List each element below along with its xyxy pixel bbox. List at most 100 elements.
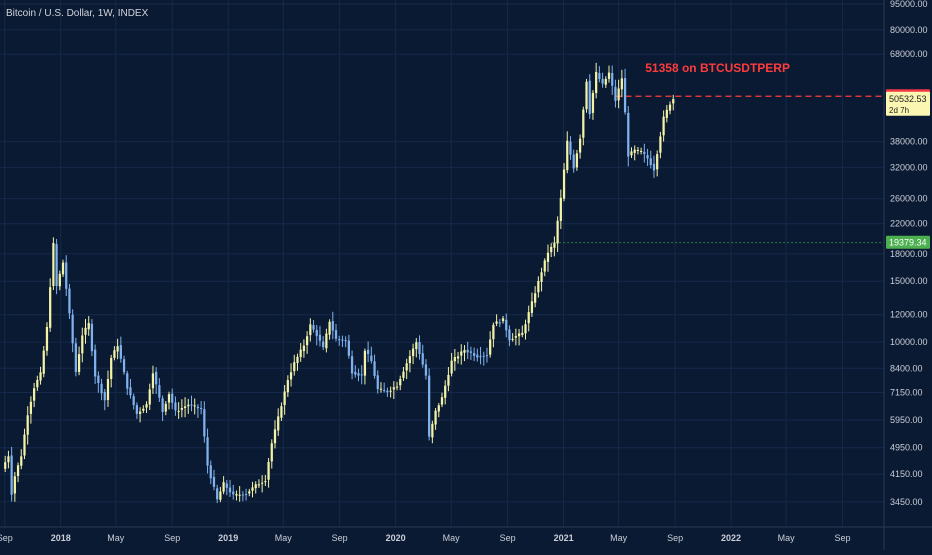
candle-body xyxy=(61,262,65,275)
candle-body xyxy=(460,351,463,356)
candle-body xyxy=(643,151,646,155)
candle-body xyxy=(65,262,68,289)
y-tick-label: 12000.00 xyxy=(890,310,928,320)
candle-body xyxy=(383,390,386,392)
candle-body xyxy=(546,252,550,262)
candle-body xyxy=(386,390,389,393)
candle-body xyxy=(469,351,473,353)
candle-body xyxy=(296,356,299,364)
x-tick-label: Sep xyxy=(332,533,348,543)
candle-body xyxy=(36,380,39,388)
candle-body xyxy=(447,374,450,386)
candle-body xyxy=(501,318,505,322)
candle-body xyxy=(254,484,257,489)
candle-body xyxy=(485,355,489,357)
candle-body xyxy=(489,339,492,355)
candle-body xyxy=(232,491,235,495)
x-tick-label: 2019 xyxy=(218,533,238,543)
candle-body xyxy=(517,333,521,337)
candle-body xyxy=(463,350,466,353)
price-tag-box xyxy=(886,91,930,116)
x-tick-label: Sep xyxy=(667,533,683,543)
candle-body xyxy=(389,390,392,392)
candle-body xyxy=(299,349,302,358)
candle-body xyxy=(23,434,26,456)
candle-body xyxy=(94,349,97,377)
candle-body xyxy=(183,406,187,409)
candle-body xyxy=(145,404,148,408)
y-tick-label: 3450.00 xyxy=(890,497,923,507)
candle-body xyxy=(367,349,370,355)
x-tick-label: May xyxy=(107,533,125,543)
candle-body xyxy=(7,456,10,463)
candle-body xyxy=(251,487,254,491)
candle-body xyxy=(113,350,116,358)
candle-body xyxy=(402,371,405,378)
candle-body xyxy=(29,401,33,414)
candle-body xyxy=(167,394,171,403)
candle-body xyxy=(171,393,174,403)
candle-body xyxy=(665,109,668,118)
candle-body xyxy=(206,437,209,466)
x-tick-label: 2021 xyxy=(554,533,574,543)
candle-body xyxy=(405,363,408,371)
x-tick-label: 2020 xyxy=(386,533,406,543)
candle-body xyxy=(672,99,675,104)
candle-body xyxy=(373,361,376,376)
candle-body xyxy=(302,345,306,352)
candle-body xyxy=(357,373,360,376)
candle-body xyxy=(649,158,652,166)
x-tick-label: May xyxy=(610,533,628,543)
candle-body xyxy=(662,116,665,136)
y-tick-label: 32000.00 xyxy=(890,162,928,172)
candle-body xyxy=(379,388,383,390)
candle-body xyxy=(370,355,373,362)
candle-body xyxy=(187,404,190,407)
candle-body xyxy=(437,405,440,412)
candle-body xyxy=(164,403,167,412)
candle-body xyxy=(190,404,193,406)
candle-body xyxy=(200,407,203,409)
candle-body xyxy=(633,149,636,153)
y-tick-label: 4150.00 xyxy=(890,469,923,479)
candle-body xyxy=(174,402,177,411)
candle-body xyxy=(344,340,347,342)
candle-body xyxy=(656,154,659,170)
candle-body xyxy=(668,104,672,111)
candle-body xyxy=(591,92,595,113)
candle-body xyxy=(508,329,511,341)
candle-body xyxy=(434,410,437,425)
candle-body xyxy=(392,387,395,390)
candle-body xyxy=(180,408,183,410)
x-tick-label: 2022 xyxy=(721,533,741,543)
candle-body xyxy=(138,411,142,414)
candle-body xyxy=(498,322,501,324)
candle-body xyxy=(646,155,649,159)
candle-body xyxy=(418,342,421,355)
candle-body xyxy=(331,321,334,331)
candle-body xyxy=(543,260,546,272)
annotation-label: 51358 on BTCUSDTPERP xyxy=(645,61,790,75)
y-tick-label: 5950.00 xyxy=(890,415,923,425)
candle-body xyxy=(347,340,350,356)
candle-body xyxy=(524,324,527,334)
candle-body xyxy=(39,372,42,381)
candle-body xyxy=(241,494,244,496)
candle-body xyxy=(559,197,562,221)
candle-body xyxy=(604,78,607,85)
candle-body xyxy=(588,80,591,115)
candle-body xyxy=(620,78,623,90)
candle-body xyxy=(556,220,559,244)
candle-body xyxy=(466,349,469,353)
candle-body xyxy=(421,353,424,365)
candle-body xyxy=(350,356,354,374)
candle-body xyxy=(482,355,485,357)
candle-body xyxy=(540,272,543,282)
candle-body xyxy=(277,416,280,431)
y-tick-label: 22000.00 xyxy=(890,219,928,229)
candle-body xyxy=(511,338,514,340)
candle-body xyxy=(267,461,270,480)
